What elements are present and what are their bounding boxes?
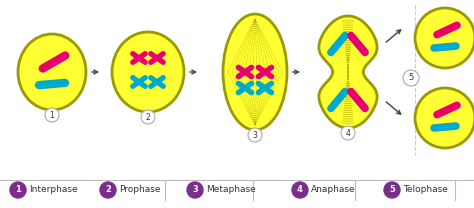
Text: Prophase: Prophase [119, 186, 161, 194]
Circle shape [10, 182, 26, 198]
Text: 2: 2 [105, 186, 111, 194]
Circle shape [100, 182, 116, 198]
Circle shape [292, 182, 308, 198]
Text: 4: 4 [346, 129, 350, 137]
Circle shape [248, 128, 262, 142]
Circle shape [403, 70, 419, 86]
Circle shape [45, 108, 59, 122]
Text: Interphase: Interphase [29, 186, 78, 194]
Ellipse shape [18, 34, 86, 110]
Text: 3: 3 [253, 130, 257, 140]
Text: 2: 2 [146, 113, 150, 121]
Text: Anaphase: Anaphase [311, 186, 356, 194]
Text: 1: 1 [15, 186, 21, 194]
Circle shape [384, 182, 400, 198]
Ellipse shape [112, 32, 184, 112]
Polygon shape [319, 16, 377, 128]
Text: 5: 5 [409, 73, 414, 83]
Text: 3: 3 [192, 186, 198, 194]
Text: Metaphase: Metaphase [206, 186, 256, 194]
Circle shape [187, 182, 203, 198]
Circle shape [341, 126, 355, 140]
Text: 1: 1 [50, 110, 55, 120]
Ellipse shape [415, 8, 474, 68]
Text: 5: 5 [389, 186, 395, 194]
Text: 4: 4 [297, 186, 303, 194]
Circle shape [141, 110, 155, 124]
Text: Telophase: Telophase [403, 186, 448, 194]
Ellipse shape [223, 14, 287, 130]
Ellipse shape [415, 88, 474, 148]
